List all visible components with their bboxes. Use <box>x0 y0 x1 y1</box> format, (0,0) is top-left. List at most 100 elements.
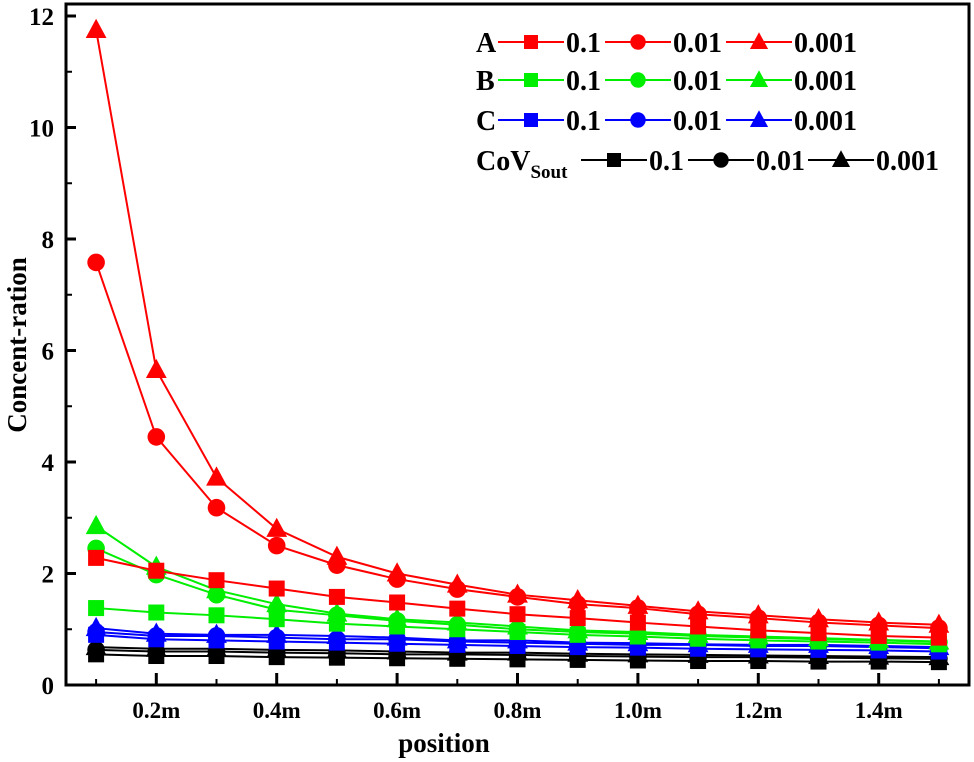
square-marker <box>569 610 586 627</box>
circle-marker <box>147 428 166 446</box>
square-marker <box>449 600 466 617</box>
legend-group-label: A <box>476 28 497 59</box>
triangle-marker <box>831 150 851 167</box>
triangle-marker <box>567 619 589 639</box>
legend-group-subscript: Sout <box>530 162 568 183</box>
square-marker <box>208 607 225 624</box>
triangle-marker <box>868 611 890 631</box>
square-marker <box>750 622 767 639</box>
square-marker <box>629 614 646 631</box>
triangle-marker <box>747 604 769 624</box>
circle-marker <box>713 152 729 168</box>
square-marker <box>690 618 707 635</box>
square-marker <box>509 606 526 623</box>
triangle-marker <box>266 623 288 643</box>
triangle-marker <box>266 592 288 613</box>
legend-entry-label: 0.1 <box>566 28 601 59</box>
square-marker <box>268 580 285 597</box>
legend-row-CoV: CoVSout 0.1 0.01 0.001 <box>476 146 939 183</box>
square-marker <box>208 572 225 589</box>
legend-entry-label: 0.01 <box>756 146 805 177</box>
square-marker <box>607 153 621 167</box>
legend-group-label: B <box>476 66 495 97</box>
y-tick-label: 4 <box>42 450 55 477</box>
circle-marker <box>267 536 286 555</box>
square-marker <box>88 600 105 617</box>
square-marker <box>524 113 538 127</box>
circle-marker <box>630 72 646 88</box>
square-marker <box>148 604 165 621</box>
square-marker <box>389 594 406 611</box>
legend-row-B: B 0.1 0.01 0.001 <box>476 66 857 97</box>
triangle-marker <box>567 589 589 609</box>
x-tick-label: 0.8m <box>494 698 542 723</box>
triangle-marker <box>145 622 167 642</box>
circle-marker <box>87 253 105 272</box>
y-tick-label: 0 <box>42 673 55 700</box>
triangle-marker <box>326 624 348 644</box>
triangle-marker <box>928 613 950 633</box>
triangle-marker <box>386 608 408 628</box>
legend-entry-label: 0.01 <box>673 66 722 97</box>
triangle-marker <box>85 514 107 535</box>
triangle-marker <box>446 629 468 649</box>
triangle-marker <box>507 615 528 635</box>
triangle-marker <box>145 358 167 379</box>
square-marker <box>524 73 538 87</box>
triangle-marker <box>808 608 829 628</box>
axes: 0 2 4 6 8 10 12 0.2m 0.4m 0.6m 0.8m 1.0m 1.2m 1.4m <box>29 4 940 723</box>
legend-entry-label: 0.01 <box>673 28 722 59</box>
triangle-marker <box>749 32 769 49</box>
legend-row-A: A 0.1 0.01 0.001 <box>476 28 857 59</box>
x-tick-label: 1.2m <box>734 698 782 723</box>
triangle-marker <box>85 635 107 656</box>
y-tick-label: 12 <box>29 4 54 31</box>
legend-entry-label: 0.1 <box>649 146 684 177</box>
x-tick-label: 1.0m <box>614 698 662 723</box>
legend-entry-label: 0.01 <box>673 106 722 137</box>
legend-entry-label: 0.001 <box>794 66 857 97</box>
legend-row-C: C 0.1 0.01 0.001 <box>476 106 857 137</box>
triangle-marker <box>326 602 348 622</box>
x-axis-label: position <box>398 728 490 758</box>
triangle-marker <box>206 623 227 643</box>
triangle-marker <box>507 583 528 603</box>
circle-marker <box>630 112 646 128</box>
triangle-marker <box>206 579 227 599</box>
series-A-0.1 <box>88 549 947 646</box>
triangle-marker <box>85 616 107 637</box>
y-tick-label: 2 <box>42 562 55 589</box>
triangle-marker <box>749 70 769 87</box>
legend-entry-label: 0.001 <box>876 146 939 177</box>
square-marker <box>524 35 538 49</box>
triangle-marker <box>85 18 107 38</box>
triangle-marker <box>266 517 288 537</box>
legend-group-label: CoVSout <box>476 146 568 183</box>
legend-entry-label: 0.1 <box>566 106 601 137</box>
circle-marker <box>630 34 646 50</box>
x-tick-label: 0.6m <box>373 698 421 723</box>
legend-group-label: C <box>476 106 496 137</box>
x-tick-label: 0.4m <box>253 698 301 723</box>
triangle-marker <box>386 562 408 582</box>
y-axis-label: Concent-ration <box>2 257 32 432</box>
triangle-marker <box>446 573 468 593</box>
square-marker <box>148 562 165 579</box>
y-tick-label: 10 <box>29 116 54 143</box>
triangle-marker <box>206 466 227 486</box>
triangle-marker <box>326 545 348 565</box>
x-tick-label: 1.4m <box>855 698 903 723</box>
y-tick-label: 8 <box>42 227 55 254</box>
triangle-marker <box>749 110 769 127</box>
legend-entry-label: 0.001 <box>794 28 857 59</box>
circle-marker <box>207 498 226 517</box>
y-tick-label: 6 <box>42 339 55 366</box>
triangle-marker <box>627 594 649 614</box>
square-marker <box>328 588 345 605</box>
triangle-marker <box>687 600 709 620</box>
square-marker <box>88 549 105 566</box>
x-tick-label: 0.2m <box>132 698 180 723</box>
plot-area <box>85 18 950 671</box>
